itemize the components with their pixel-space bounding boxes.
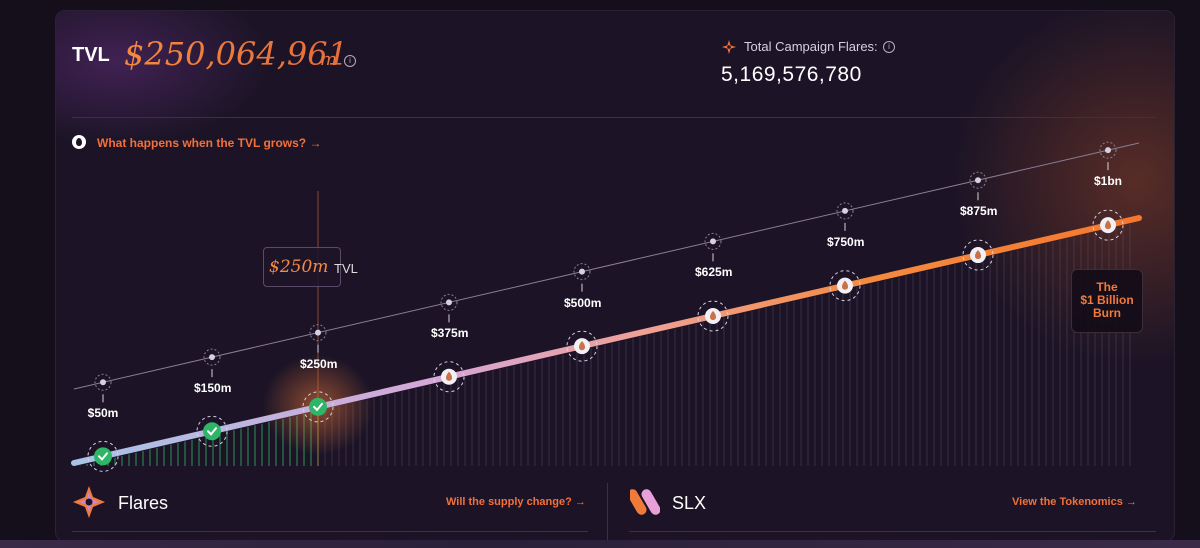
guide-ring — [836, 202, 854, 220]
progress-bars — [79, 224, 1131, 466]
tvl-info-icon[interactable]: i — [344, 55, 356, 67]
slx-logo-icon — [630, 489, 660, 515]
guide-dot — [710, 238, 716, 245]
bottom-band — [0, 540, 1200, 548]
guide-ring — [440, 293, 458, 311]
milestone-ring — [433, 361, 465, 393]
flame-icon — [446, 371, 452, 381]
milestone-markers — [87, 141, 1124, 472]
flares-section-title: Flares — [118, 493, 169, 513]
slx-divider — [629, 531, 1156, 532]
guide-dot — [315, 329, 321, 336]
check-icon — [94, 447, 112, 466]
drop-icon — [72, 135, 86, 149]
current-tvl-callout-unit: TVL — [334, 261, 358, 276]
flame-icon — [579, 341, 585, 351]
flare-star-icon — [722, 40, 736, 54]
guide-ring — [704, 232, 722, 250]
current-tvl-callout — [263, 247, 341, 287]
milestone-label: $750m — [827, 234, 865, 249]
milestone-ring — [962, 239, 994, 271]
milestone-ring — [829, 270, 861, 302]
guide-dot — [579, 268, 585, 275]
flares-divider — [72, 531, 588, 532]
flame-icon — [975, 250, 981, 260]
campaign-flares-label: Total Campaign Flares: — [744, 39, 878, 54]
header-divider — [72, 117, 1156, 118]
tvl-progress-line — [71, 215, 1142, 466]
milestone-ring — [1092, 209, 1124, 241]
guide-ring — [309, 324, 327, 342]
tokenomics-link[interactable]: View the Tokenomics → — [1012, 496, 1137, 508]
milestone-ring — [566, 330, 598, 362]
guide-ring — [573, 263, 591, 281]
guide-dot — [975, 177, 981, 184]
milestone-ring — [697, 300, 729, 332]
guide-ring — [1099, 141, 1117, 159]
tvl-milestone-chart — [71, 141, 1142, 472]
tvl-value: $250,064,961 — [124, 35, 348, 73]
guide-dot — [842, 207, 848, 214]
guide-ring — [94, 373, 112, 391]
guide-ring — [203, 348, 221, 366]
slx-section-title: SLX — [672, 493, 707, 513]
campaign-flares-value: 5,169,576,780 — [721, 63, 862, 86]
check-icon — [203, 422, 221, 441]
flame-icon — [1105, 220, 1111, 230]
milestone-label: $1bn — [1093, 174, 1122, 189]
guide-dot — [209, 354, 215, 361]
guide-dot — [1105, 147, 1111, 154]
flares-logo-icon — [73, 486, 105, 518]
tvl-unit: m — [320, 49, 338, 70]
milestone-label: $625m — [695, 265, 733, 280]
guide-dot — [446, 299, 452, 306]
milestone-label: $375m — [431, 326, 469, 341]
flame-icon — [710, 311, 716, 320]
milestone-ring — [87, 440, 119, 472]
milestone-label: $50m — [87, 406, 119, 421]
check-mark — [98, 452, 108, 461]
guide-ring — [969, 171, 987, 189]
check-icon — [309, 397, 327, 416]
burn-line-3: Burn — [1093, 306, 1121, 320]
flame-icon — [842, 280, 848, 290]
milestone-label: $250m — [300, 356, 338, 371]
supply-change-link[interactable]: Will the supply change? → — [446, 496, 586, 508]
milestone-ring — [302, 391, 334, 423]
section-separator — [607, 483, 608, 541]
milestone-label: $875m — [960, 204, 998, 219]
billion-burn-badge: The $1 Billion Burn — [1071, 269, 1143, 333]
milestone-label: $150m — [194, 381, 232, 396]
milestone-ring — [196, 415, 228, 447]
flares-info-icon[interactable]: i — [883, 41, 895, 53]
current-tvl-callout-value: $250m — [269, 257, 329, 277]
milestone-label: $500m — [564, 295, 602, 310]
tvl-grows-link[interactable]: What happens when the TVL grows? → — [97, 136, 322, 150]
check-mark — [313, 402, 323, 412]
tvl-card: TVL $250,064,961 m i Total Campaign Flar… — [55, 10, 1175, 542]
burn-line-1: The — [1096, 280, 1118, 294]
tvl-label: TVL — [72, 44, 110, 66]
guide-dot — [100, 379, 106, 386]
burn-line-2: $1 Billion — [1080, 293, 1134, 307]
upper-guide-line — [73, 142, 1140, 390]
check-mark — [207, 427, 217, 436]
